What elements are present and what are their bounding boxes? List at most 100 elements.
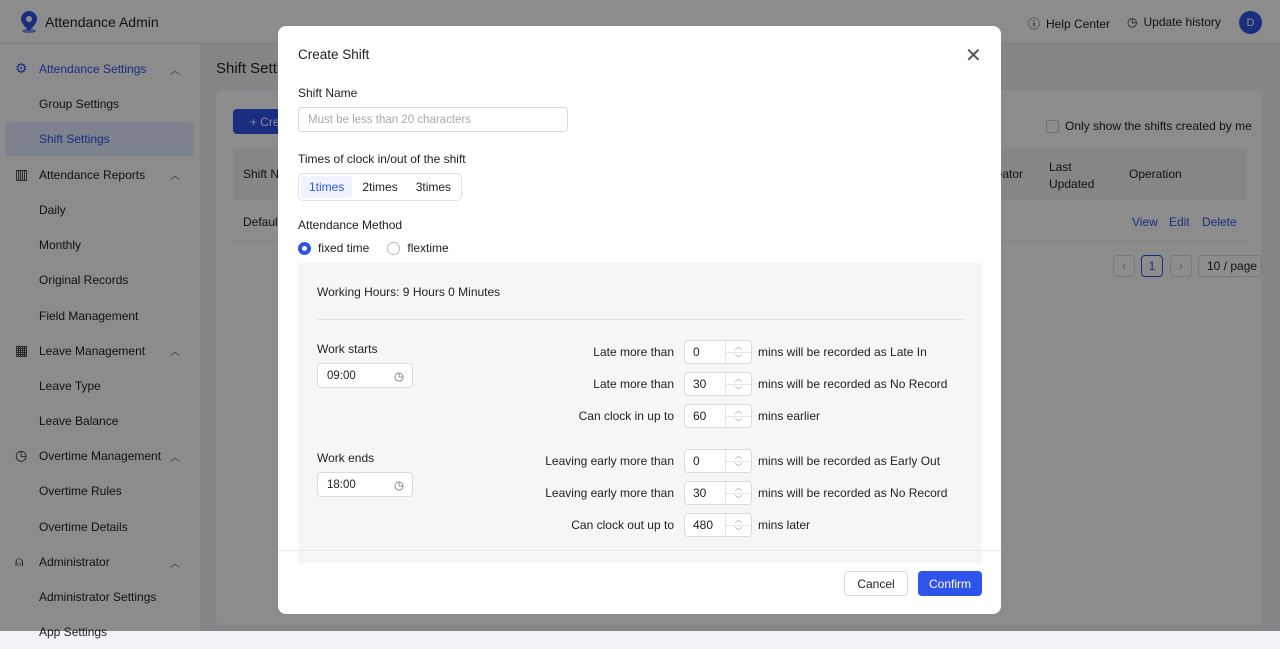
stepper-value[interactable]: 60 bbox=[693, 409, 707, 423]
col-last-updated[interactable]: Last Updated bbox=[1049, 160, 1095, 191]
only-mine-label: Only show the shifts created by me bbox=[1065, 119, 1252, 133]
minutes-stepper[interactable]: 30 ︿ ﹀ bbox=[684, 481, 752, 505]
rule-suffix: mins will be recorded as No Record bbox=[758, 486, 948, 500]
shift-name-input[interactable]: Must be less than 20 characters bbox=[298, 107, 568, 132]
chevron-up-icon[interactable]: ︿ bbox=[734, 515, 743, 524]
times-option-3[interactable]: 3times bbox=[415, 180, 452, 194]
chevron-down-icon[interactable]: ﹀ bbox=[726, 416, 751, 428]
radio-unchecked-icon bbox=[387, 241, 401, 255]
sidebar-group-attendance-reports[interactable]: ▥ Attendance Reports ︿ bbox=[0, 160, 200, 190]
sidebar-group-overtime-management[interactable]: ◷ Overtime Management ︿ bbox=[0, 441, 200, 471]
chevron-up-icon[interactable]: ︿ bbox=[170, 558, 180, 570]
chevron-up-icon[interactable]: ︿ bbox=[734, 483, 743, 492]
sidebar-item-daily[interactable]: Daily bbox=[39, 202, 66, 217]
times-segmented: 1times 2times 3times bbox=[298, 173, 463, 201]
chevron-down-icon[interactable]: ﹀ bbox=[726, 384, 751, 396]
sidebar-group-leave-management[interactable]: ▦ Leave Management ︿ bbox=[0, 336, 200, 366]
update-history-link[interactable]: ◷ Update history bbox=[1127, 15, 1221, 29]
sidebar-item-shift-settings[interactable]: Shift Settings bbox=[5, 122, 194, 157]
chevron-down-icon[interactable]: ﹀ bbox=[726, 352, 751, 364]
sidebar-group-label: Leave Management bbox=[39, 343, 146, 358]
rule-row: Can clock out up to 480 ︿ ﹀ mins later bbox=[571, 513, 984, 537]
chevron-up-icon[interactable]: ︿ bbox=[170, 347, 180, 359]
app-title: Attendance Admin bbox=[45, 14, 159, 30]
checkbox-box[interactable] bbox=[1046, 119, 1059, 133]
work-starts-label: Work starts bbox=[317, 342, 378, 356]
rule-row: Can clock in up to 60 ︿ ﹀ mins earlier bbox=[579, 404, 984, 428]
col-operation: Operation bbox=[1129, 167, 1182, 181]
stepper-value[interactable]: 0 bbox=[693, 454, 700, 468]
chevron-up-icon[interactable]: ︿ bbox=[734, 406, 743, 415]
work-starts-time-input[interactable]: 09:00 ◷ bbox=[317, 363, 413, 388]
sidebar-group-label: Overtime Management bbox=[39, 449, 162, 464]
sidebar-item-administrator-settings[interactable]: Administrator Settings bbox=[39, 590, 157, 604]
times-option-1[interactable]: 1times bbox=[301, 176, 353, 198]
sidebar-item-leave-type[interactable]: Leave Type bbox=[39, 378, 101, 393]
page-size-select[interactable]: 10 / page bbox=[1198, 255, 1262, 277]
chevron-down-icon[interactable]: ﹀ bbox=[726, 461, 751, 473]
create-shift-modal: Create Shift ✕ Shift Name Must be less t… bbox=[278, 26, 1001, 614]
chevron-down-icon[interactable]: ﹀ bbox=[726, 493, 751, 505]
stepper-value[interactable]: 480 bbox=[693, 518, 714, 532]
shift-name-label: Shift Name bbox=[298, 86, 358, 100]
rule-suffix: mins later bbox=[758, 518, 811, 532]
rule-suffix: mins will be recorded as No Record bbox=[758, 377, 948, 391]
sidebar-group-label: Attendance Settings bbox=[39, 62, 147, 76]
minutes-stepper[interactable]: 0 ︿ ﹀ bbox=[684, 340, 752, 364]
sidebar-item-leave-balance[interactable]: Leave Balance bbox=[39, 414, 119, 429]
sidebar-item-group-settings[interactable]: Group Settings bbox=[39, 97, 120, 111]
sidebar-group-attendance-settings[interactable]: ⚙ Attendance Settings ︿ bbox=[0, 54, 200, 84]
radio-checked-icon bbox=[298, 241, 311, 255]
rule-prefix: Leaving early more than bbox=[545, 486, 674, 500]
sidebar-item-overtime-rules[interactable]: Overtime Rules bbox=[39, 484, 122, 499]
next-page-button[interactable]: › bbox=[1170, 255, 1192, 277]
help-center-link[interactable]: ⓘ Help Center bbox=[1028, 15, 1110, 32]
rule-row: Leaving early more than 0 ︿ ﹀ mins will be… bbox=[545, 449, 984, 473]
chevron-up-icon[interactable]: ︿ bbox=[170, 452, 180, 464]
method-label: Attendance Method bbox=[298, 218, 403, 232]
times-label: Times of clock in/out of the shift bbox=[298, 152, 466, 166]
rule-row: Late more than 30 ︿ ﹀ mins will be recorde… bbox=[593, 372, 984, 396]
bar-chart-icon: ▥ bbox=[15, 165, 29, 182]
rule-prefix: Can clock out up to bbox=[571, 518, 674, 532]
chevron-up-icon[interactable]: ︿ bbox=[734, 342, 743, 351]
edit-link[interactable]: Edit bbox=[1169, 215, 1190, 229]
sidebar-item-overtime-details[interactable]: Overtime Details bbox=[39, 519, 128, 534]
stepper-value[interactable]: 0 bbox=[693, 345, 700, 359]
working-hours: Working Hours: 9 Hours 0 Minutes bbox=[317, 285, 501, 299]
sidebar-item-monthly[interactable]: Monthly bbox=[39, 237, 82, 252]
view-link[interactable]: View bbox=[1132, 215, 1158, 229]
stepper-value[interactable]: 30 bbox=[693, 377, 707, 391]
stepper-value[interactable]: 30 bbox=[693, 486, 707, 500]
sidebar-item-original-records[interactable]: Original Records bbox=[39, 273, 129, 288]
radio-label: flextime bbox=[407, 241, 449, 255]
chevron-up-icon[interactable]: ︿ bbox=[170, 65, 180, 77]
sidebar-item-field-management[interactable]: Field Management bbox=[39, 308, 139, 323]
page-1-button[interactable]: 1 bbox=[1141, 255, 1163, 277]
confirm-button[interactable]: Confirm bbox=[918, 571, 982, 596]
chevron-down-icon[interactable]: ﹀ bbox=[726, 525, 751, 537]
minutes-stepper[interactable]: 480 ︿ ﹀ bbox=[684, 513, 752, 537]
cancel-button[interactable]: Cancel bbox=[844, 571, 908, 596]
delete-link[interactable]: Delete bbox=[1202, 215, 1237, 229]
sidebar-group-administrator[interactable]: ⍝ Administrator ︿ bbox=[0, 547, 200, 577]
minutes-stepper[interactable]: 30 ︿ ﹀ bbox=[684, 372, 752, 396]
radio-flextime[interactable]: flextime bbox=[387, 241, 449, 255]
only-mine-checkbox[interactable]: Only show the shifts created by me bbox=[1046, 119, 1252, 133]
minutes-stepper[interactable]: 60 ︿ ﹀ bbox=[684, 404, 752, 428]
minutes-stepper[interactable]: 0 ︿ ﹀ bbox=[684, 449, 752, 473]
clock-icon: ◷ bbox=[393, 479, 404, 492]
prev-page-button[interactable]: ‹ bbox=[1113, 255, 1135, 277]
rule-prefix: Can clock in up to bbox=[578, 409, 674, 423]
chevron-up-icon[interactable]: ︿ bbox=[734, 451, 743, 460]
gear-icon: ⚙ bbox=[15, 60, 28, 76]
close-icon[interactable]: ✕ bbox=[965, 45, 982, 67]
user-icon: ⍝ bbox=[15, 553, 24, 569]
rule-suffix: mins earlier bbox=[758, 409, 821, 423]
radio-fixed-time[interactable]: fixed time bbox=[298, 241, 369, 255]
chevron-up-icon[interactable]: ︿ bbox=[734, 374, 743, 383]
chevron-up-icon[interactable]: ︿ bbox=[170, 171, 180, 183]
work-ends-time-input[interactable]: 18:00 ◷ bbox=[317, 472, 413, 497]
times-option-2[interactable]: 2times bbox=[362, 180, 398, 194]
avatar[interactable]: D bbox=[1239, 11, 1262, 34]
